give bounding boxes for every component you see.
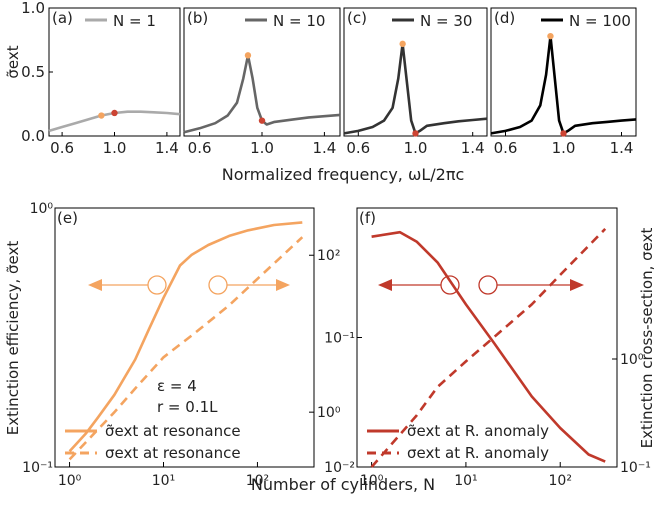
x-tick-label: 1.4 (312, 139, 336, 157)
y-axis-label: σ̃ext (4, 45, 22, 78)
panel-b: 0.6 1.0 1.4 (b) N = 10 (183, 7, 341, 157)
series-line (343, 42, 488, 135)
x-tick-label: 10² (549, 473, 572, 489)
x-tick-label: 1.4 (461, 139, 485, 157)
data-point (258, 117, 266, 124)
x-tick-label: 0.6 (346, 139, 370, 157)
x-tick-label: 0.6 (188, 139, 212, 157)
y-axis-label-left: Extinction efficiency, σ̃ext (4, 241, 22, 436)
panels: 0.6 1.0 1.4 0.0 0.5 1.0 σ̃ext (a) N = 1 0.6 1.0 1.4… (4, 0, 656, 489)
x-tick-label: 10² (246, 473, 269, 489)
y-axis-label-right: Extinction cross-section, σext (638, 228, 656, 449)
series-line (68, 221, 303, 453)
series-line (183, 54, 341, 134)
panel-letter: (d) (494, 9, 515, 27)
data-point (244, 52, 252, 59)
x-tick-label: 0.6 (50, 139, 74, 157)
bottom-xlabel: Number of cylinders, N (251, 475, 435, 494)
data-point (399, 40, 406, 48)
x-tick-label: 10⁰ (58, 473, 82, 489)
x-tick-label: 10¹ (454, 473, 477, 489)
y-tick-label-left: 10⁰ (30, 201, 54, 217)
panel-letter: (c) (347, 9, 367, 27)
y-tick-label-right: 10² (317, 248, 340, 264)
x-tick-label: 10⁰ (360, 473, 384, 489)
indicator-circle (147, 275, 167, 295)
legend-label: N = 10 (273, 12, 325, 30)
panel-e: 10⁰ 10¹ 10² 10⁻¹ 10⁰ 10⁰ 10² Extinction efficie… (4, 201, 341, 489)
data-point (560, 130, 567, 137)
legend-label: σ̃ext at resonance (105, 422, 241, 440)
x-tick-label: 10¹ (152, 473, 175, 489)
indicator-circle (478, 275, 498, 295)
arrow-head-right (570, 279, 584, 291)
panel-letter: (e) (57, 209, 78, 227)
panel-c: 0.6 1.0 1.4 (c) N = 30 (343, 7, 488, 157)
arrow-head-right (276, 279, 290, 291)
arrow-head-left (88, 279, 102, 291)
legend-label: σ̃ext at R. anomaly (407, 422, 549, 440)
series-line (370, 227, 607, 468)
x-tick-label: 1.4 (155, 139, 179, 157)
data-point (98, 112, 105, 119)
y-tick-label: 0.5 (21, 63, 45, 81)
panel-d: 0.6 1.0 1.4 (d) N = 100 (490, 7, 637, 157)
panel-letter: (f) (359, 209, 376, 227)
y-tick-label: 0.0 (21, 127, 45, 145)
x-tick-label: 1.4 (610, 139, 634, 157)
y-tick-label-right: 10⁻¹ (620, 460, 651, 476)
panel-letter: (b) (187, 9, 208, 27)
indicator-circle (208, 275, 228, 295)
y-tick-label: 1.0 (21, 0, 45, 17)
data-point (412, 130, 419, 137)
legend-label: N = 30 (420, 12, 472, 30)
x-tick-label: 1.0 (103, 139, 127, 157)
annotation: r = 0.1L (157, 398, 218, 416)
legend-label: N = 100 (569, 12, 631, 30)
y-tick-label-right: 10⁰ (620, 352, 644, 368)
panel-a: 0.6 1.0 1.4 0.0 0.5 1.0 σ̃ext (a) N = 1 (4, 0, 181, 157)
series-line (68, 236, 304, 461)
legend-label: σext at R. anomaly (407, 444, 549, 462)
legend-label: N = 1 (113, 12, 156, 30)
x-tick-label: 1.0 (404, 139, 428, 157)
data-point (111, 109, 118, 117)
data-point (547, 32, 554, 40)
x-tick-label: 1.0 (250, 139, 274, 157)
y-tick-label-right: 10⁰ (317, 405, 341, 421)
y-tick-label-left: 10⁻¹ (22, 460, 53, 476)
series-line (490, 34, 637, 135)
legend-label: σext at resonance (105, 444, 241, 462)
y-tick-label-left: 10⁻² (324, 460, 355, 476)
top-xlabel: Normalized frequency, ωL/2πc (222, 165, 465, 184)
panel-frame (54, 207, 315, 468)
panel-letter: (a) (52, 9, 73, 27)
y-tick-label-left: 10⁻¹ (324, 331, 355, 347)
annotation: ε = 4 (157, 377, 197, 395)
x-tick-label: 0.6 (494, 139, 518, 157)
series-line (371, 230, 606, 463)
arrow-head-left (378, 279, 392, 291)
x-tick-label: 1.0 (552, 139, 576, 157)
